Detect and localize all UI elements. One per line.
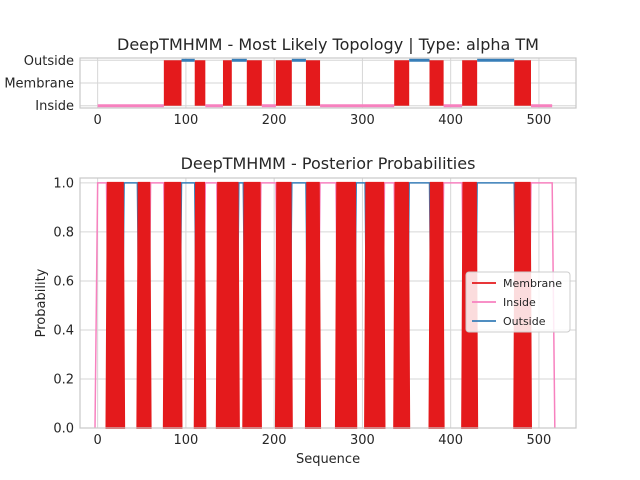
topology-x-tick: 300: [350, 113, 375, 128]
topology-membrane-segment: [222, 60, 232, 106]
posterior-membrane-peak: [274, 181, 293, 429]
posterior-frame: [79, 177, 577, 429]
posterior-y-tick: 0.4: [53, 323, 74, 338]
posterior-y-tick: 0.2: [53, 372, 74, 387]
legend-label-outside: Outside: [503, 315, 546, 328]
posterior-outside-curve: [405, 182, 433, 429]
topology-x-tick: 400: [438, 113, 463, 128]
posterior-membrane-peak: [393, 181, 411, 429]
legend: Membrane Inside Outside: [465, 271, 571, 333]
posterior-membrane-peak: [334, 181, 358, 429]
topology-title: DeepTMHMM - Most Likely Topology | Type:…: [117, 35, 539, 54]
legend-box: [465, 271, 571, 333]
posterior-x-tick: 200: [262, 433, 287, 448]
legend-label-inside: Inside: [503, 296, 536, 309]
topology-membrane-segment: [194, 60, 206, 106]
posterior-membrane-peak: [193, 181, 207, 429]
posterior-x-tick: 300: [350, 433, 375, 448]
topology-y-tick: Membrane: [4, 77, 74, 92]
topology-membrane-segment: [246, 60, 262, 106]
topology-membrane-segment: [462, 60, 478, 106]
topology-x-tick: 500: [527, 113, 552, 128]
legend-label-membrane: Membrane: [503, 277, 562, 290]
posterior-membrane-peak: [136, 181, 152, 429]
posterior-membrane-peak: [242, 181, 262, 429]
posterior-membrane-peak: [105, 181, 126, 429]
posterior-y-tick: 0.6: [53, 274, 74, 289]
posterior-xlabel: Sequence: [296, 452, 360, 467]
topology-frame: [79, 57, 577, 109]
legend-items: Membrane Inside Outside: [472, 277, 562, 328]
posterior-y-tick: 0.8: [53, 225, 74, 240]
posterior-ylabel: Probability: [34, 268, 49, 337]
posterior-membrane-peak: [304, 181, 322, 429]
topology-membrane-segment: [163, 60, 182, 106]
topology-tracks: [97, 58, 553, 108]
topology-x-tick: 0: [94, 113, 102, 128]
posterior-x-tick: 100: [173, 433, 198, 448]
posterior-x-ticks: 0 100 200 300 400 500: [94, 433, 552, 448]
topology-membrane-segment: [514, 60, 531, 106]
topology-chart: DeepTMHMM - Most Likely Topology | Type:…: [4, 35, 577, 128]
posterior-x-tick: 0: [94, 433, 102, 448]
topology-membrane-segment: [429, 60, 444, 106]
topology-membrane-segment: [394, 60, 410, 106]
posterior-membrane-peak: [428, 181, 445, 429]
posterior-y-ticks: 0.0 0.2 0.4 0.6 0.8 1.0: [53, 176, 74, 436]
topology-y-tick: Inside: [35, 99, 74, 114]
posterior-membrane-peak: [215, 181, 240, 429]
posterior-inside-curve: [440, 182, 466, 429]
topology-membrane-segment: [275, 60, 292, 106]
topology-x-ticks: 0 100 200 300 400 500: [94, 113, 552, 128]
posterior-x-tick: 500: [527, 433, 552, 448]
topology-grid: [80, 58, 576, 108]
posterior-y-tick: 1.0: [53, 176, 74, 191]
topology-y-tick: Outside: [24, 54, 74, 69]
topology-membrane-segment: [305, 60, 321, 106]
posterior-x-tick: 400: [438, 433, 463, 448]
posterior-membrane-peak: [162, 181, 183, 429]
topology-y-ticks: Inside Membrane Outside: [4, 54, 74, 114]
topology-x-tick: 200: [262, 113, 287, 128]
posterior-membrane-peak: [364, 181, 386, 429]
topology-x-tick: 100: [173, 113, 198, 128]
posterior-title: DeepTMHMM - Posterior Probabilities: [181, 154, 476, 173]
posterior-y-tick: 0.0: [53, 422, 74, 437]
posterior-chart: DeepTMHMM - Posterior Probabilities 0 100…: [34, 154, 577, 467]
